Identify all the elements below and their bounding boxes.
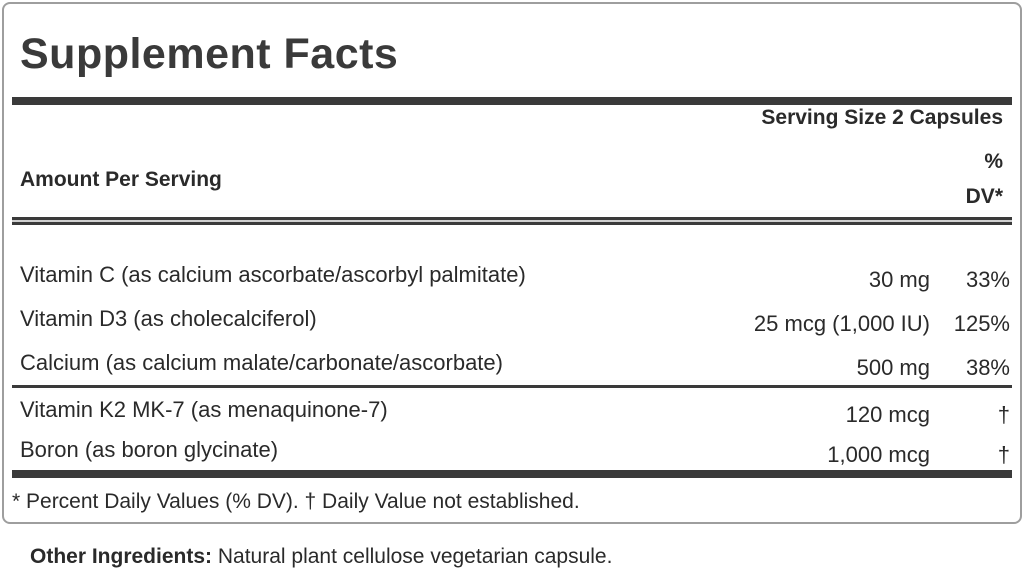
nutrient-dv: 38% — [965, 355, 1010, 380]
header-divider-bar — [12, 217, 1012, 225]
nutrient-name: Vitamin C (as calcium ascorbate/ascorbyl… — [20, 262, 526, 287]
nutrient-name: Boron (as boron glycinate) — [20, 437, 279, 462]
footer-divider-bar — [12, 470, 1012, 478]
supplement-facts-panel: Supplement Facts Serving Size 2 Capsules… — [2, 2, 1022, 524]
other-ingredients-text: Natural plant cellulose vegetarian capsu… — [212, 545, 613, 568]
nutrient-name: Vitamin K2 MK-7 (as menaquinone-7) — [20, 397, 388, 422]
nutrient-name: Vitamin D3 (as cholecalciferol) — [20, 306, 317, 331]
percent-dv-header-line2: DV* — [965, 185, 1003, 208]
nutrient-dv: † — [997, 442, 1010, 467]
panel-title: Supplement Facts — [20, 30, 399, 78]
percent-dv-header-line1: % — [984, 150, 1003, 173]
table-row-calcium: Calcium (as calcium malate/carbonate/asc… — [20, 350, 1010, 380]
nutrient-amount: 1,000 mcg — [827, 442, 930, 467]
title-divider-bar — [12, 97, 1012, 105]
nutrient-amount: 30 mg — [868, 267, 930, 292]
nutrient-dv: † — [997, 402, 1010, 427]
nutrient-dv: 33% — [965, 267, 1010, 292]
other-ingredients-line: Other Ingredients: Natural plant cellulo… — [30, 545, 612, 569]
nutrient-amount: 500 mg — [856, 355, 930, 380]
nutrient-dv: 125% — [953, 311, 1010, 336]
table-row-vitamin-k2: Vitamin K2 MK-7 (as menaquinone-7) 120 m… — [20, 397, 1010, 427]
daily-value-footnote: * Percent Daily Values (% DV). † Daily V… — [12, 490, 580, 513]
table-row-vitamin-c: Vitamin C (as calcium ascorbate/ascorbyl… — [20, 262, 1010, 292]
row-separator — [12, 385, 1012, 388]
table-row-vitamin-d3: Vitamin D3 (as cholecalciferol) 25 mcg (… — [20, 306, 1010, 336]
other-ingredients-label: Other Ingredients: — [30, 545, 213, 568]
amount-per-serving-header: Amount Per Serving — [20, 168, 222, 191]
nutrient-name: Calcium (as calcium malate/carbonate/asc… — [20, 350, 503, 375]
table-row-boron: Boron (as boron glycinate) 1,000 mcg † — [20, 437, 1010, 467]
nutrient-amount: 120 mcg — [845, 402, 930, 427]
serving-size-text: Serving Size 2 Capsules — [761, 106, 1003, 129]
nutrient-amount: 25 mcg (1,000 IU) — [753, 311, 930, 336]
